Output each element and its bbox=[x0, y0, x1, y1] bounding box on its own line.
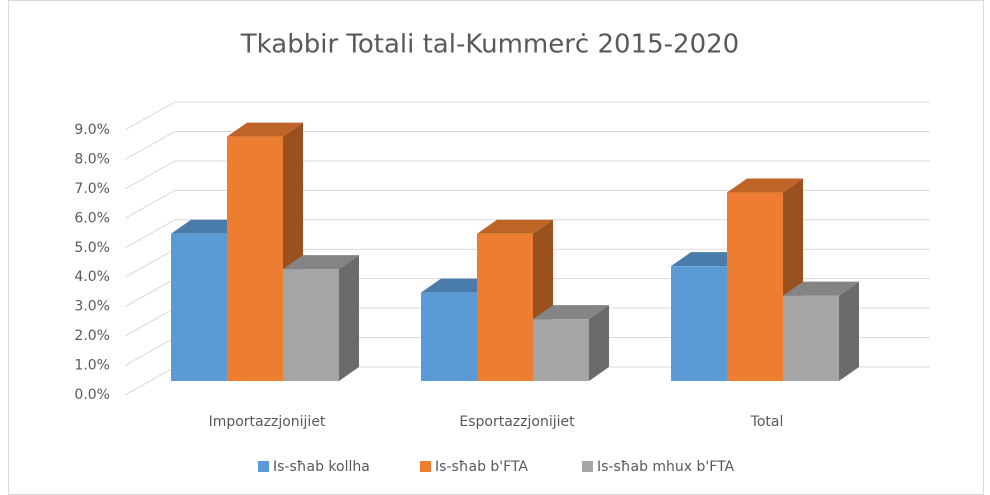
x-tick-label: Esportazzjonijiet bbox=[459, 414, 575, 430]
bar bbox=[171, 233, 227, 381]
bar bbox=[227, 136, 283, 381]
grid-line bbox=[124, 130, 930, 160]
bar-top bbox=[227, 122, 303, 137]
y-tick-label: 2.0% bbox=[74, 328, 110, 344]
bar bbox=[477, 233, 533, 381]
grid-line bbox=[124, 189, 930, 219]
y-tick-label: 8.0% bbox=[74, 151, 110, 167]
grid-line bbox=[124, 219, 930, 249]
bar-top bbox=[477, 219, 553, 234]
y-tick-label: 0.0% bbox=[74, 387, 110, 403]
legend-swatch bbox=[258, 461, 269, 472]
bar-top bbox=[727, 178, 803, 193]
bar-top bbox=[783, 281, 859, 296]
y-tick-label: 7.0% bbox=[74, 181, 110, 197]
bar-top bbox=[533, 305, 609, 320]
y-tick-label: 5.0% bbox=[74, 240, 110, 256]
y-tick-label: 4.0% bbox=[74, 269, 110, 285]
legend-label: Is-sħab mhux b'FTA bbox=[597, 459, 735, 475]
bar bbox=[783, 295, 839, 381]
legend-swatch bbox=[420, 461, 431, 472]
bar bbox=[533, 319, 589, 381]
y-tick-label: 3.0% bbox=[74, 299, 110, 315]
bar-side bbox=[589, 305, 609, 381]
legend-swatch bbox=[582, 461, 593, 472]
x-tick-label: Importazzjonijiet bbox=[209, 414, 326, 430]
y-tick-label: 1.0% bbox=[74, 358, 110, 374]
chart-title: Tkabbir Totali tal-Kummerċ 2015-2020 bbox=[240, 30, 739, 60]
bar-side bbox=[339, 255, 359, 381]
y-tick-label: 9.0% bbox=[74, 122, 110, 138]
grid-line bbox=[124, 160, 930, 190]
bar-side bbox=[839, 281, 859, 381]
y-tick-label: 6.0% bbox=[74, 210, 110, 226]
legend-label: Is-sħab kollha bbox=[273, 459, 370, 475]
bar bbox=[671, 266, 727, 381]
bar bbox=[283, 269, 339, 381]
bar-top bbox=[283, 255, 359, 270]
bar bbox=[727, 192, 783, 381]
legend-label: Is-sħab b'FTA bbox=[435, 459, 528, 475]
x-tick-label: Total bbox=[750, 414, 784, 430]
bar bbox=[421, 292, 477, 381]
grid-line bbox=[124, 101, 930, 131]
